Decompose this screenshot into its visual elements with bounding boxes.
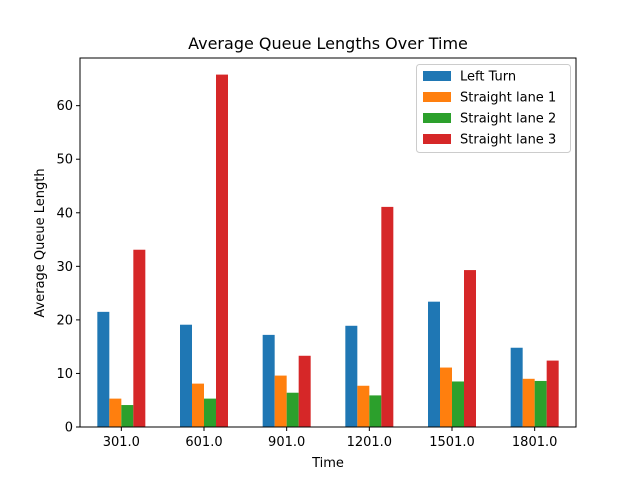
legend-swatch-4 bbox=[423, 134, 451, 144]
bar-series-1-1801.0 bbox=[510, 347, 523, 427]
bar-series-3-301.0 bbox=[121, 405, 134, 427]
bars-layer bbox=[97, 74, 559, 427]
legend-swatch-2 bbox=[423, 92, 451, 102]
y-tick-label: 30 bbox=[56, 260, 73, 275]
legend-swatch-1 bbox=[423, 71, 451, 81]
bar-series-3-601.0 bbox=[204, 398, 216, 427]
x-tick-label: 901.0 bbox=[268, 435, 305, 450]
x-tick-label: 1801.0 bbox=[512, 435, 558, 450]
legend-frame bbox=[416, 64, 571, 153]
bar-series-3-901.0 bbox=[286, 392, 299, 427]
bar-series-2-1501.0 bbox=[440, 367, 452, 427]
bar-series-2-1201.0 bbox=[357, 385, 370, 427]
y-tick-label: 40 bbox=[56, 206, 73, 221]
bar-series-3-1801.0 bbox=[534, 380, 547, 427]
legend-swatch-3 bbox=[423, 113, 451, 123]
bar-series-4-1201.0 bbox=[381, 206, 394, 427]
x-tick-label: 301.0 bbox=[103, 435, 140, 450]
bar-series-1-301.0 bbox=[97, 311, 110, 427]
legend-label-2: Straight lane 1 bbox=[460, 91, 556, 106]
y-tick-label: 50 bbox=[56, 153, 73, 168]
axes-layer: 301.0 601.0 901.0 1201.0 1501.0 1801.0 0 10 20 30… bbox=[56, 57, 577, 450]
y-tick-label: 20 bbox=[56, 313, 73, 328]
bar-series-2-901.0 bbox=[274, 375, 287, 427]
chart-title: Average Queue Lengths Over Time bbox=[188, 34, 468, 53]
x-tick-label: 1201.0 bbox=[347, 435, 393, 450]
bar-series-4-301.0 bbox=[133, 249, 146, 427]
y-axis-label: Average Queue Length bbox=[33, 168, 48, 317]
legend-label-1: Left Turn bbox=[460, 70, 516, 85]
y-tick-label: 10 bbox=[56, 367, 73, 382]
legend-label-3: Straight lane 2 bbox=[460, 112, 556, 127]
bar-series-4-901.0 bbox=[298, 355, 311, 427]
bar-series-2-1801.0 bbox=[522, 378, 535, 427]
bar-series-3-1201.0 bbox=[369, 395, 382, 427]
x-tick-label: 1501.0 bbox=[429, 435, 475, 450]
bar-series-4-1501.0 bbox=[464, 270, 476, 427]
y-tick-label: 60 bbox=[56, 99, 73, 114]
bar-series-2-601.0 bbox=[192, 383, 204, 427]
x-axis-label: Time bbox=[311, 456, 344, 471]
bar-series-4-1801.0 bbox=[546, 360, 559, 427]
x-tick-label: 601.0 bbox=[185, 435, 222, 450]
y-tick-label: 0 bbox=[65, 421, 73, 436]
bar-series-3-1501.0 bbox=[452, 381, 464, 427]
bar-series-1-1201.0 bbox=[345, 325, 358, 427]
bar-series-4-601.0 bbox=[216, 74, 228, 427]
bar-series-1-601.0 bbox=[180, 324, 192, 427]
legend: Left Turn Straight lane 1 Straight lane 2 S… bbox=[416, 64, 571, 153]
legend-label-4: Straight lane 3 bbox=[460, 133, 556, 148]
bar-series-1-1501.0 bbox=[428, 301, 440, 427]
bar-series-2-301.0 bbox=[109, 398, 122, 427]
bar-series-1-901.0 bbox=[262, 334, 275, 427]
plot-frame bbox=[79, 57, 577, 428]
